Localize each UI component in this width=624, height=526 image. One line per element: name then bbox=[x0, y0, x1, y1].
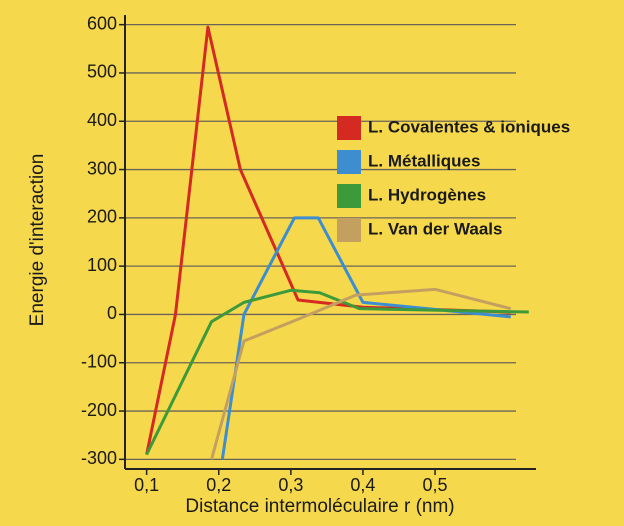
legend-label: L. Métalliques bbox=[368, 151, 480, 170]
y-tick-label: 200 bbox=[87, 207, 117, 227]
y-tick-label: 500 bbox=[87, 62, 117, 82]
y-tick-label: 600 bbox=[87, 13, 117, 33]
y-axis-title: Energie d'interaction bbox=[27, 154, 48, 327]
y-tick-label: 100 bbox=[87, 255, 117, 275]
series-line bbox=[220, 216, 511, 460]
legend-label: L. Covalentes & ioniques bbox=[368, 117, 570, 136]
x-tick-label: 0,4 bbox=[350, 475, 375, 495]
series-line bbox=[145, 288, 529, 456]
legend-label: L. Hydrogènes bbox=[368, 185, 486, 204]
legend-swatch bbox=[337, 184, 361, 208]
legend-swatch bbox=[337, 218, 361, 242]
y-tick-label: -300 bbox=[81, 448, 117, 468]
y-tick-label: 400 bbox=[87, 110, 117, 130]
y-tick-label: -200 bbox=[81, 400, 117, 420]
y-tick-label: 0 bbox=[107, 303, 117, 323]
x-tick-label: 0,2 bbox=[206, 475, 231, 495]
legend-swatch bbox=[337, 116, 361, 140]
y-tick-label: 300 bbox=[87, 158, 117, 178]
x-axis-title: Distance intermoléculaire r (nm) bbox=[185, 496, 454, 517]
x-tick-label: 0,1 bbox=[134, 475, 159, 495]
series-line bbox=[145, 25, 511, 455]
x-tick-label: 0,5 bbox=[423, 475, 448, 495]
series-line bbox=[210, 287, 512, 460]
y-tick-label: -100 bbox=[81, 351, 117, 371]
legend-label: L. Van der Waals bbox=[368, 219, 502, 238]
x-tick-label: 0,3 bbox=[278, 475, 303, 495]
legend-swatch bbox=[337, 150, 361, 174]
